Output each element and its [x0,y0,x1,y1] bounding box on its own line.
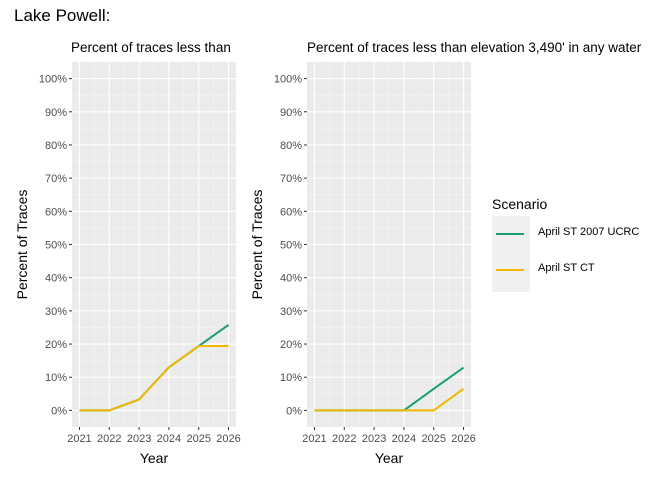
y-tick-label: 0% [51,405,67,417]
series-line-ct [314,388,465,412]
y-tick-label: 10% [45,372,67,384]
x-tick-label: 2021 [67,433,91,445]
x-tick-label: 2025 [421,433,445,445]
x-tick-label: 2021 [302,433,326,445]
panel-2: 0% 10% 20% 30% 40% 50% 60% 70% 80% 90% 100% 2021 202… [249,62,476,466]
x-tick-label: 2026 [216,433,240,445]
panel-1: 0% 10% 20% 30% 40% 50% 60% 70% 80% 90% 100% 2021 202… [14,62,241,466]
legend-item-ucrc: April ST 2007 UCRC [492,216,672,252]
figure-title: Lake Powell: [14,6,111,25]
x-axis-label: Year [375,450,404,466]
y-tick-label: 100% [274,74,302,86]
y-tick-label: 100% [39,74,67,86]
y-tick-label: 60% [45,206,67,218]
legend-label-ct: April ST CT [538,262,595,274]
y-tick-label: 50% [45,240,67,252]
x-tick-label: 2025 [186,433,210,445]
y-tick-label: 80% [45,140,67,152]
legend-title: Scenario [492,196,548,212]
y-tick-label: 60% [280,206,302,218]
x-tick-label: 2024 [392,433,416,445]
y-tick-label: 50% [280,240,302,252]
x-tick-label: 2022 [332,433,356,445]
y-tick-label: 90% [280,107,302,119]
y-tick-label: 40% [280,273,302,285]
x-tick-label: 2023 [362,433,386,445]
legend: Scenario April ST 2007 UCRC April ST CT [492,196,639,292]
y-axis-label: Percent of Traces [249,190,265,300]
legend-key-background [492,216,530,292]
y-tick-label: 20% [45,339,67,351]
x-tick-label: 2023 [127,433,151,445]
legend-label-ucrc: April ST 2007 UCRC [538,226,640,238]
y-tick-label: 90% [45,107,67,119]
y-tick-label: 30% [45,306,67,318]
x-tick-label: 2026 [451,433,475,445]
x-tick-label: 2024 [157,433,181,445]
x-axis-label: Year [140,450,169,466]
y-tick-label: 70% [280,173,302,185]
panel-2-title: Percent of traces less than elevation 3,… [307,40,642,55]
panel-1-title: Percent of traces less than [71,40,231,55]
legend-line-ucrc [496,233,524,235]
y-tick-label: 20% [280,339,302,351]
y-tick-label: 10% [280,372,302,384]
x-tick-label: 2022 [97,433,121,445]
y-tick-label: 70% [45,173,67,185]
legend-item-ct: April ST CT [492,252,672,288]
y-tick-label: 30% [280,306,302,318]
y-axis-label: Percent of Traces [14,190,30,300]
legend-line-ct [496,269,524,271]
y-tick-label: 0% [286,405,302,417]
y-tick-label: 80% [280,140,302,152]
y-tick-label: 40% [45,273,67,285]
series-line-ct [79,345,229,412]
